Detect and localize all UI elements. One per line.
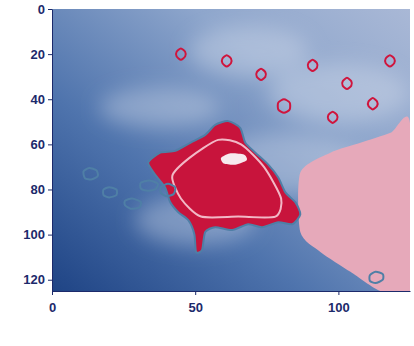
contour-line [308, 60, 317, 71]
contour-line [256, 69, 265, 80]
tick-mark [338, 291, 339, 295]
tick: 0 [49, 291, 56, 315]
tick: 120 [23, 272, 52, 287]
tick-mark [48, 54, 52, 55]
contour-line [278, 99, 290, 113]
tick-mark [48, 280, 52, 281]
tick-mark [52, 291, 53, 295]
contour-line [83, 168, 98, 179]
contour-region [298, 116, 410, 291]
tick-mark [48, 99, 52, 100]
contour-line [140, 180, 158, 190]
tick: 0 [38, 2, 52, 17]
cloud [99, 88, 219, 128]
tick-label: 50 [188, 300, 202, 315]
contour-line [176, 48, 185, 59]
contour-region [148, 121, 300, 253]
x-axis: 0 50 100 [49, 291, 411, 315]
tick-label: 20 [31, 47, 45, 62]
tick-mark [48, 9, 52, 10]
contour-line [342, 78, 351, 89]
tick-label: 120 [23, 272, 45, 287]
tick-mark [48, 235, 52, 236]
tick-label: 100 [328, 300, 350, 315]
tick: 50 [188, 291, 202, 315]
tick: 100 [23, 227, 52, 242]
contour-line [368, 98, 377, 109]
chart: 0 50 100 0 20 40 60 80 100 120 [0, 0, 414, 346]
tick-label: 60 [31, 137, 45, 152]
contour-region [221, 153, 247, 165]
tick: 100 [328, 291, 350, 315]
cloud [189, 26, 309, 76]
tick: 40 [31, 92, 52, 107]
tick-mark [48, 144, 52, 145]
axis-line [53, 291, 411, 292]
cloud [268, 64, 408, 124]
tick-mark [48, 189, 52, 190]
tick-mark [195, 291, 196, 295]
tick: 20 [31, 47, 52, 62]
contour-line [172, 139, 281, 217]
tick-label: 40 [31, 92, 45, 107]
tick-label: 80 [31, 182, 45, 197]
tick: 80 [31, 182, 52, 197]
axis-line [52, 10, 53, 292]
tick-label: 0 [38, 2, 45, 17]
y-axis: 0 20 40 60 80 100 120 [23, 2, 52, 292]
contour-line [148, 121, 300, 253]
contours [83, 48, 410, 291]
contour-line [328, 112, 337, 123]
contour-line [369, 272, 383, 283]
contour-line [160, 184, 175, 196]
tick-label: 100 [23, 227, 45, 242]
tick-label: 0 [49, 300, 56, 315]
plot-area [52, 9, 410, 291]
contour-line [103, 187, 117, 197]
contour-line [385, 55, 394, 66]
contour-line [124, 198, 141, 208]
contour-line [222, 55, 231, 66]
tick: 60 [31, 137, 52, 152]
